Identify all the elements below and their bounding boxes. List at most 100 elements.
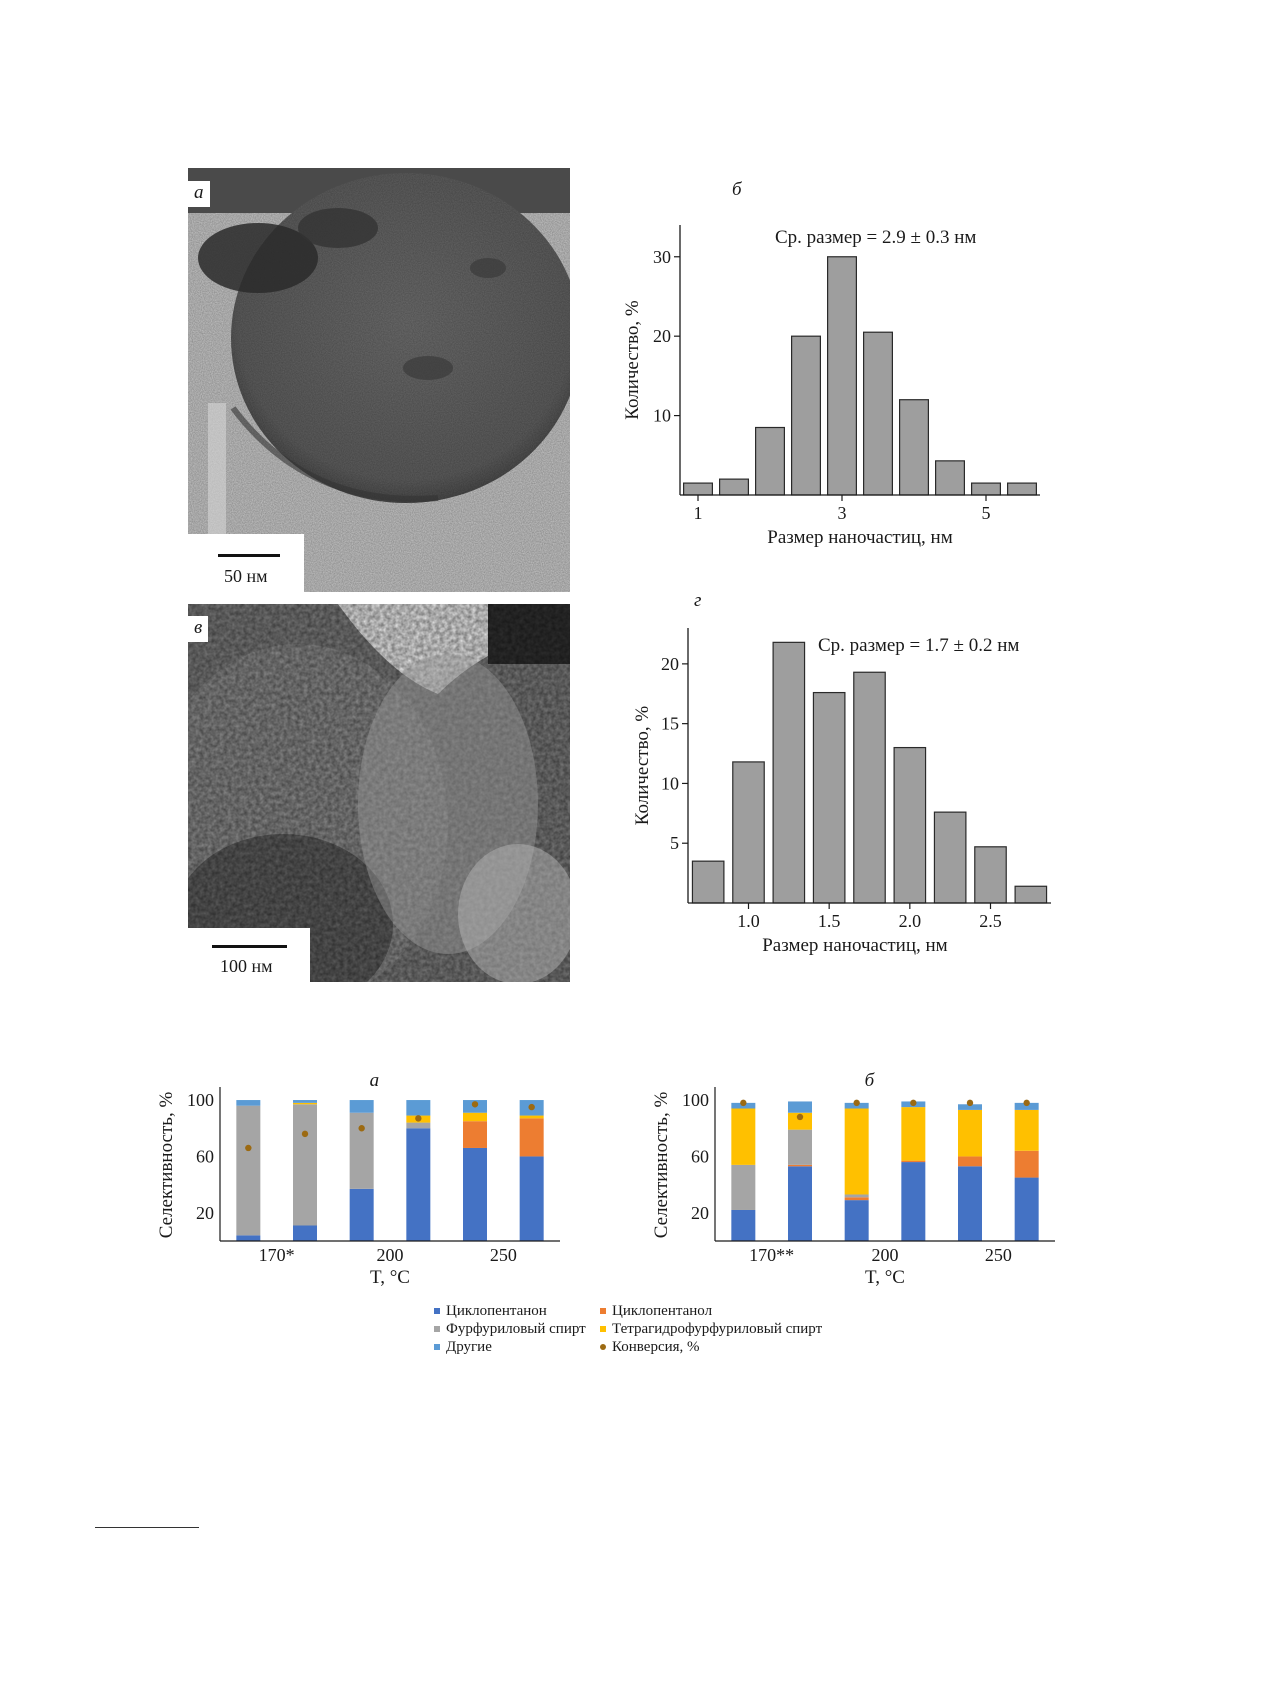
stacked-bar-segment xyxy=(1014,1177,1039,1241)
histogram-bar xyxy=(718,478,749,496)
conversion-point xyxy=(796,1113,804,1121)
x-tick-label: 250 xyxy=(985,1245,1012,1265)
stacked-bar-segment xyxy=(958,1166,982,1241)
x-tick-label: 170* xyxy=(259,1245,295,1265)
stacked-bar-segment xyxy=(788,1101,812,1113)
histogram-panel-letter: г xyxy=(694,590,701,611)
legend-swatch-thfa xyxy=(600,1326,606,1332)
stacked-bar-segment xyxy=(901,1160,926,1163)
chart-panel-letter: б xyxy=(865,1070,876,1091)
legend-swatch-cyclopentanone xyxy=(434,1308,440,1314)
stacked-bar-segment xyxy=(293,1104,317,1226)
x-tick-label: 200 xyxy=(377,1245,404,1265)
conversion-point xyxy=(1023,1099,1030,1107)
stacked-bar-segment xyxy=(788,1166,812,1241)
conversion-point xyxy=(740,1099,747,1107)
stacked-bar-segment xyxy=(519,1115,544,1119)
y-tick-label: 30 xyxy=(653,247,671,267)
histogram-bar xyxy=(863,331,894,496)
stacked-bar-segment xyxy=(844,1200,869,1241)
x-tick-label: 5 xyxy=(982,503,991,523)
legend-label-thfa: Тетрагидрофурфуриловый спирт xyxy=(612,1321,823,1337)
histogram-b: 10 20 30 1 3 5 Размер наночастиц, нм Количество… xyxy=(600,170,1060,570)
stacked-bar-segment xyxy=(406,1128,431,1241)
x-tick-label: 250 xyxy=(490,1245,517,1265)
y-tick-label: 10 xyxy=(661,773,679,793)
conversion-point xyxy=(358,1125,365,1132)
chart-panel-letter: а xyxy=(370,1070,380,1091)
conversion-point xyxy=(415,1115,422,1122)
y-tick-label: 5 xyxy=(670,833,679,853)
legend-dot-conversion xyxy=(600,1344,606,1350)
x-axis-label: Размер наночастиц, нм xyxy=(762,935,947,956)
scale-box-v: 100 нм xyxy=(188,928,310,982)
y-tick-label: 20 xyxy=(196,1203,214,1223)
histogram-bar xyxy=(1014,885,1048,904)
histogram-bar xyxy=(691,860,725,904)
x-tick-label: 1.5 xyxy=(818,911,841,931)
stacked-bar-segment xyxy=(844,1108,869,1195)
selectivity-chart-a: 20 60 100 170* 200 250 T, °C Селективность, % а xyxy=(150,1070,590,1295)
stacked-bar-segment xyxy=(293,1102,317,1105)
histogram-bar xyxy=(974,846,1007,904)
histogram-bar xyxy=(755,426,786,496)
y-tick-label: 20 xyxy=(691,1203,709,1223)
y-tick-label: 15 xyxy=(661,714,679,734)
stacked-bar-segment xyxy=(519,1118,544,1157)
histogram-bar xyxy=(1007,482,1038,496)
stacked-bar-segment xyxy=(1014,1150,1039,1178)
histogram-bar xyxy=(812,691,846,904)
legend-label-conversion: Конверсия, % xyxy=(612,1339,700,1355)
legend-label-cyclopentanol: Циклопентанол xyxy=(612,1303,713,1319)
panel-letter-a: а xyxy=(188,181,210,207)
conversion-point xyxy=(301,1130,309,1138)
y-tick-label: 60 xyxy=(691,1146,709,1166)
stacked-bar-segment xyxy=(788,1164,812,1167)
stacked-bar-segment xyxy=(406,1100,431,1116)
legend-label-cyclopentanone: Циклопентанон xyxy=(446,1303,547,1319)
stacked-bar-segment xyxy=(901,1162,926,1241)
conversion-point xyxy=(853,1099,860,1107)
stacked-bar-segment xyxy=(463,1121,487,1148)
conversion-point xyxy=(245,1144,252,1152)
histogram-annotation: Ср. размер = 2.9 ± 0.3 нм xyxy=(775,227,976,248)
histogram-bar xyxy=(899,399,930,496)
scale-label-a: 50 нм xyxy=(224,566,268,586)
histogram-bar xyxy=(772,641,806,904)
stacked-bar-segment xyxy=(901,1107,926,1161)
legend: Циклопентанон Циклопентанол Фурфуриловый… xyxy=(434,1302,894,1364)
legend-swatch-cyclopentanol xyxy=(600,1308,606,1314)
conversion-point xyxy=(910,1099,917,1107)
legend-label-others: Другие xyxy=(446,1339,492,1355)
stacked-bar-segment xyxy=(349,1188,374,1241)
footnote-rule xyxy=(95,1527,199,1528)
y-axis-label: Селективность, % xyxy=(156,1092,177,1239)
stacked-bar-segment xyxy=(236,1235,261,1241)
x-tick-label: 2.0 xyxy=(899,911,922,931)
stacked-bar-segment xyxy=(958,1109,982,1157)
x-tick-label: 2.5 xyxy=(979,911,1002,931)
conversion-point xyxy=(528,1103,535,1111)
stacked-bar-segment xyxy=(958,1156,982,1167)
scale-label-v: 100 нм xyxy=(220,956,273,976)
stacked-bar-segment xyxy=(463,1112,487,1122)
histogram-bar xyxy=(935,460,966,496)
panel-letter-v: в xyxy=(188,616,209,642)
stacked-bar-segment xyxy=(406,1122,431,1129)
stacked-bar-segment xyxy=(1014,1109,1039,1151)
x-tick-label: 200 xyxy=(872,1245,899,1265)
stacked-bar-segment xyxy=(293,1225,317,1241)
legend-label-furfuryl-alcohol: Фурфуриловый спирт xyxy=(446,1321,586,1337)
stacked-bar-segment xyxy=(731,1209,756,1241)
stacked-bar-segment xyxy=(519,1156,544,1241)
y-tick-label: 100 xyxy=(187,1090,214,1110)
x-axis-label: T, °C xyxy=(370,1267,410,1288)
scale-box-a: 50 нм xyxy=(188,534,304,592)
histogram-annotation: Ср. размер = 1.7 ± 0.2 нм xyxy=(818,635,1019,656)
histogram-bar xyxy=(682,482,713,496)
stacked-bar-segment xyxy=(731,1108,756,1165)
legend-swatch-others xyxy=(434,1344,440,1350)
x-tick-label: 170** xyxy=(749,1245,794,1265)
stacked-bar-segment xyxy=(293,1100,317,1103)
hist-g-svg: 5 10 15 20 1.0 1.5 2.0 2.5 Размер наночастиц, нм… xyxy=(632,590,1051,956)
